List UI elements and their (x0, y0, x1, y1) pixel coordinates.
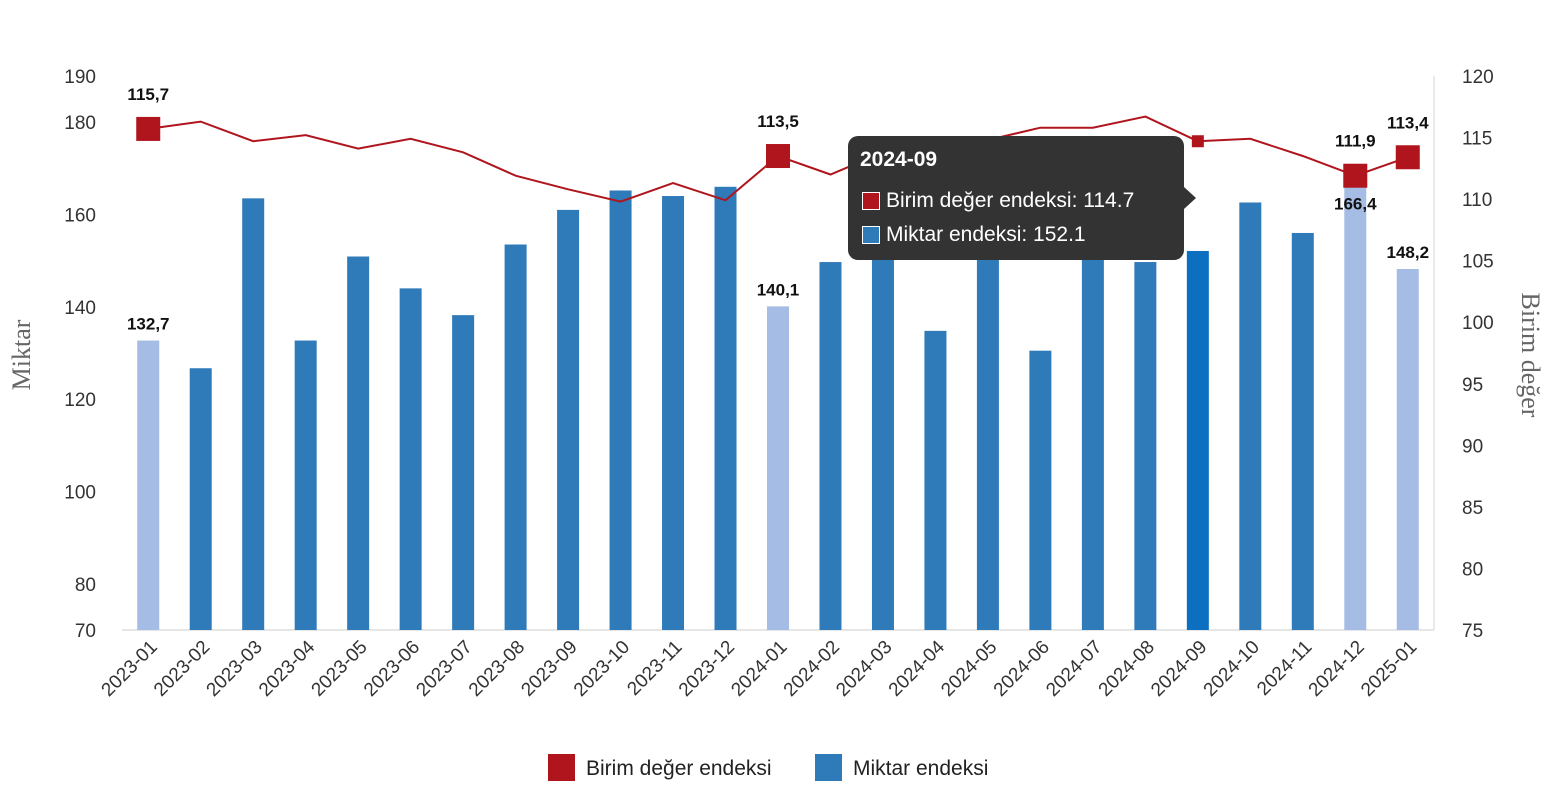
bar-2023-12 (714, 186, 737, 631)
bar-2024-10 (1239, 202, 1262, 630)
left-tick-label: 100 (64, 483, 96, 504)
x-tick-label: 2023-10 (570, 637, 634, 701)
bar-data-label: 148,2 (1386, 243, 1429, 262)
bar-2023-11 (662, 196, 685, 631)
bar-2023-06 (399, 288, 422, 630)
x-tick-label: 2023-08 (465, 637, 529, 701)
line-marker-2024-01 (766, 144, 790, 169)
left-tick-label: 80 (75, 575, 96, 596)
left-tick-label: 70 (75, 621, 96, 642)
legend-swatch-unit-value (548, 754, 575, 781)
legend-label-quantity: Miktar endeksi (853, 757, 988, 780)
bar-2024-02 (819, 262, 842, 630)
left-tick-label: 190 (64, 67, 96, 88)
x-tick-label: 2023-01 (98, 637, 162, 701)
x-tick-label: 2024-11 (1253, 637, 1316, 700)
bar-2024-12 (1344, 184, 1367, 630)
tooltip-row-quantity: Miktar endeksi: 152.1 (862, 223, 1086, 247)
x-tick-label: 2024-05 (937, 637, 1001, 701)
x-tick-label: 2023-07 (412, 637, 476, 701)
tooltip-swatch-quantity (862, 226, 880, 244)
right-tick-label: 115 (1462, 129, 1492, 150)
bar-2023-01 (137, 340, 160, 630)
legend-label-unit-value: Birim değer endeksi (586, 757, 772, 780)
x-tick-label: 2023-06 (360, 637, 424, 701)
right-tick-label: 85 (1462, 498, 1483, 519)
right-tick-label: 120 (1462, 67, 1494, 88)
x-tick-label: 2023-12 (675, 637, 739, 701)
bar-2024-05 (976, 181, 999, 630)
bar-2023-03 (242, 198, 265, 630)
right-tick-label: 90 (1462, 436, 1483, 457)
x-tick-label: 2024-03 (832, 637, 896, 701)
bar-2023-10 (609, 190, 632, 630)
x-tick-label: 2024-08 (1095, 637, 1159, 701)
x-tick-label: 2023-03 (203, 637, 267, 701)
line-marker-2025-01 (1395, 145, 1420, 170)
bar-2024-07 (1081, 240, 1104, 630)
bar-2024-09 (1186, 250, 1209, 630)
right-tick-label: 110 (1462, 190, 1492, 211)
x-tick-label: 2025-01 (1357, 637, 1421, 701)
left-axis-title: Miktar (7, 319, 36, 390)
right-tick-label: 95 (1462, 375, 1483, 396)
line-marker-2024-12 (1343, 163, 1368, 188)
legend-swatch-quantity (815, 754, 842, 781)
tooltip-text-quantity: Miktar endeksi: 152.1 (886, 223, 1086, 246)
line-marker-active (1191, 135, 1204, 148)
bar-2023-08 (504, 244, 527, 630)
x-tick-label: 2024-12 (1305, 637, 1369, 701)
line-data-label: 113,5 (757, 112, 799, 131)
tooltip-title: 2024-09 (860, 148, 938, 171)
x-tick-label: 2024-02 (780, 637, 844, 701)
x-tick-label: 2023-11 (623, 637, 686, 700)
line-data-label: 115,7 (127, 85, 169, 104)
left-tick-label: 140 (64, 298, 96, 319)
x-tick-label: 2023-05 (308, 637, 372, 701)
bar-2023-04 (294, 340, 317, 630)
right-tick-label: 75 (1462, 621, 1483, 642)
line-marker-2023-01 (136, 116, 161, 141)
tooltip-swatch-unit-value (862, 192, 880, 210)
bar-2024-08 (1134, 262, 1157, 630)
line-data-label: 111,9 (1335, 132, 1376, 151)
x-tick-label: 2024-09 (1147, 637, 1211, 701)
line-data-label: 113,4 (1387, 113, 1429, 132)
right-tick-label: 80 (1462, 559, 1483, 580)
bar-2023-07 (452, 315, 475, 630)
right-axis-title: Birim değer (1516, 293, 1545, 418)
bar-2024-04 (924, 330, 947, 630)
x-tick-label: 2024-07 (1042, 637, 1106, 701)
x-tick-label: 2023-02 (150, 637, 214, 701)
bar-2023-05 (347, 256, 370, 630)
bar-2024-01 (767, 306, 789, 630)
bar-data-label: 132,7 (127, 315, 170, 334)
bar-2023-02 (189, 368, 212, 630)
left-tick-label: 160 (64, 206, 96, 227)
bar-2024-06 (1029, 350, 1052, 630)
right-tick-label: 100 (1462, 313, 1494, 334)
x-tick-label: 2024-01 (727, 637, 791, 701)
x-tick-label: 2024-10 (1200, 637, 1264, 701)
x-tick-label: 2023-04 (255, 636, 319, 700)
tooltip-row-unit-value: Birim değer endeksi: 114.7 (862, 189, 1134, 213)
chart-tooltip: 2024-09 Birim değer endeksi: 114.7 Mikta… (848, 136, 1196, 260)
x-tick-label: 2024-06 (990, 637, 1054, 701)
x-tick-label: 2023-09 (517, 637, 581, 701)
bar-2024-11 (1291, 232, 1314, 630)
bar-data-label: 166,4 (1334, 195, 1377, 214)
right-tick-label: 105 (1462, 252, 1494, 273)
bar-data-label: 140,1 (757, 280, 800, 299)
bar-2023-09 (557, 209, 580, 630)
left-tick-label: 180 (64, 113, 96, 134)
bar-2024-03 (871, 235, 894, 630)
tooltip-text-unit-value: Birim değer endeksi: 114.7 (886, 189, 1135, 212)
x-tick-label: 2024-04 (885, 636, 949, 700)
left-tick-label: 120 (64, 390, 96, 411)
bar-2025-01 (1396, 268, 1419, 630)
